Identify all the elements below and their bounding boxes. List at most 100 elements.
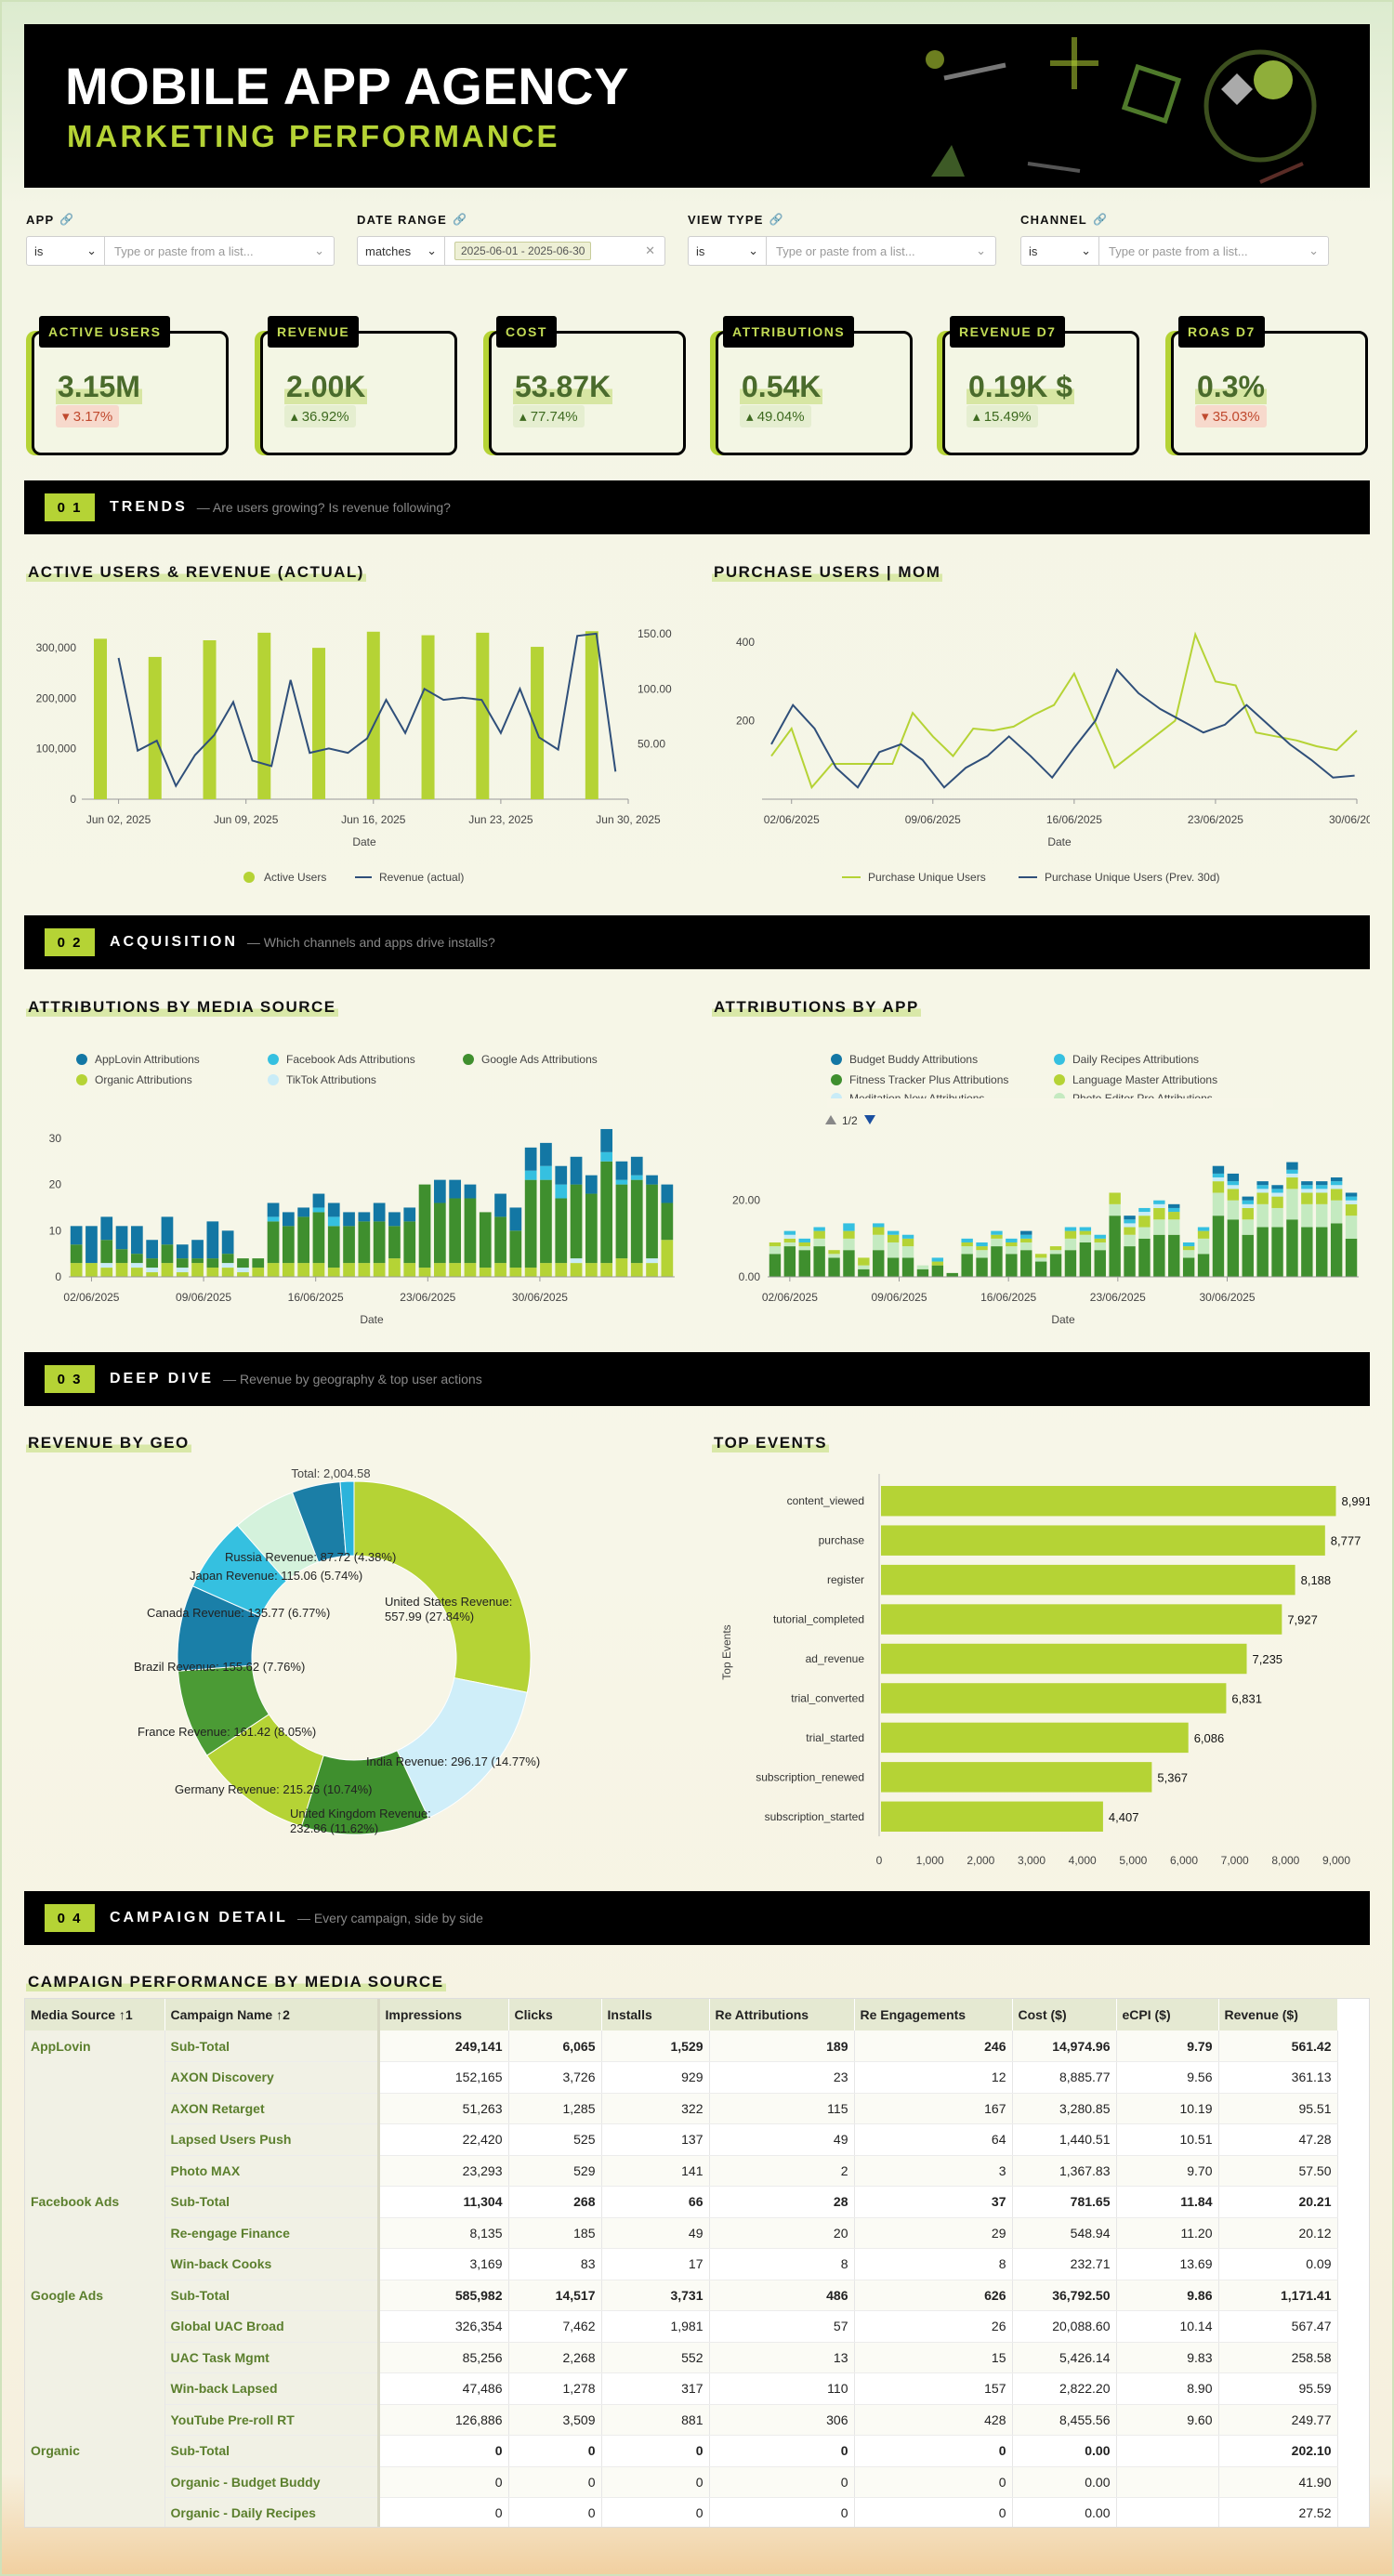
metric-cell: 9.70 [1116,2155,1219,2187]
bar-segment [282,1263,295,1277]
bar-segment [1064,1230,1077,1239]
kpi-revenue-d7: REVENUE D7 0.19K $ ▴ 15.49% [937,316,1139,455]
x-tick-label: 16/06/2025 [980,1291,1036,1304]
bar-segment [1286,1162,1298,1170]
chevron-down-icon: ⌄ [1081,243,1091,257]
metric-cell [1116,2497,1219,2527]
column-header[interactable]: Re Attributions [709,1999,855,2031]
section-campaign-detail: 0 4 CAMPAIGN DETAIL — Every campaign, side… [24,1891,1370,1945]
campaign-name-cell: Lapsed Users Push [164,2123,380,2156]
filter-value-input[interactable]: 2025-06-01 - 2025-06-30 ✕ [445,237,664,265]
bar-segment [1124,1219,1136,1224]
kpi-delta-value: 15.49% [983,409,1032,425]
legend-label: Budget Buddy Attributions [849,1053,978,1066]
bar-segment [312,1207,325,1213]
metric-cell: 249,141 [378,2031,509,2062]
bar-segment [100,1263,113,1268]
chart-title-events: TOP EVENTS [712,1434,830,1452]
metric-cell: 115 [709,2093,855,2124]
metric-cell: 41.90 [1218,2466,1338,2498]
legend-label: Google Ads Attributions [481,1053,598,1066]
column-header[interactable]: Cost ($) [1012,1999,1117,2031]
x-tick-label: 3,000 [1018,1854,1046,1867]
bar-value-label: 8,188 [1301,1573,1332,1587]
bar-segment [312,1212,325,1264]
filter-value-input[interactable]: Type or paste from a list... ⌄ [1099,237,1328,265]
category-label: content_viewed [787,1494,864,1507]
link-icon: 🔗 [1092,213,1109,226]
filter-operator-select[interactable]: matches ⌄ [358,237,445,265]
x-tick-label: 09/06/2025 [176,1291,231,1304]
y-tick-label: 100,000 [36,743,77,756]
column-header[interactable]: Clicks [508,1999,602,2031]
bar-segment [373,1263,386,1277]
campaign-name-cell: Photo MAX [164,2155,380,2187]
legend-label: Revenue (actual) [379,871,464,884]
bar-segment [555,1184,568,1199]
bar-event [881,1604,1282,1635]
campaign-name-cell: AXON Discovery [164,2061,380,2094]
kpi-delta: ▴ 77.74% [513,405,585,427]
column-header[interactable]: eCPI ($) [1116,1999,1219,2031]
column-header[interactable]: Campaign Name ↑2 [164,1999,380,2031]
bar-segment [206,1268,219,1277]
kpi-label: ACTIVE USERS [39,316,171,348]
bar-segment [115,1226,128,1250]
bar-segment [1242,1196,1254,1201]
bar-segment [798,1242,810,1247]
legend-label: Facebook Ads Attributions [286,1053,415,1066]
bar-segment [540,1165,552,1180]
bar-segment [1330,1200,1343,1224]
section-number: 0 3 [45,1365,95,1393]
bar-segment [570,1184,583,1259]
kpi-revenue: REVENUE 2.00K ▴ 36.92% [255,316,457,455]
chart-title-active-revenue: ACTIVE USERS & REVENUE (ACTUAL) [26,563,366,582]
close-icon[interactable]: ✕ [645,243,655,257]
bar-segment [813,1230,825,1239]
x-tick-label: 30/06/2025 [1329,813,1370,826]
kpi-delta-value: 36.92% [301,409,349,425]
metric-cell: 0 [709,2435,855,2467]
metric-cell: 3,726 [508,2061,602,2094]
filter-operator-select[interactable]: is ⌄ [689,237,767,265]
column-header[interactable]: Media Source ↑1 [25,1999,165,2031]
dashboard-header: MOBILE APP AGENCY MARKETING PERFORMANCE [24,24,1370,188]
kpi-label: ROAS D7 [1178,316,1265,348]
metric-cell: 0.09 [1218,2248,1338,2280]
bar-segment [991,1246,1003,1277]
column-header[interactable]: Installs [601,1999,710,2031]
metric-cell: 11.20 [1116,2217,1219,2249]
input-placeholder: Type or paste from a list... [114,243,254,258]
kpi-delta-value: 35.03% [1212,409,1260,425]
column-header[interactable]: Re Engagements [854,1999,1013,2031]
deco-triangle-icon [931,145,965,177]
bar-segment [312,1263,325,1277]
x-tick-label: 09/06/2025 [871,1291,927,1304]
metric-cell: 23,293 [378,2155,509,2187]
metric-cell: 0 [508,2497,602,2527]
bar-segment [1138,1216,1151,1228]
filter-operator-select[interactable]: is ⌄ [27,237,105,265]
metric-cell: 0.00 [1012,2466,1117,2498]
metric-cell: 8,135 [378,2217,509,2249]
deco-circle-icon [926,50,944,69]
bar-segment [297,1216,310,1264]
bar-segment [783,1242,796,1247]
bar-segment [161,1263,174,1277]
bar-segment [327,1216,340,1227]
filter-operator-select[interactable]: is ⌄ [1021,237,1099,265]
metric-cell: 1,440.51 [1012,2123,1117,2156]
column-header[interactable]: Revenue ($) [1218,1999,1338,2031]
bar-value-label: 8,991 [1342,1494,1370,1508]
date-range-chip[interactable]: 2025-06-01 - 2025-06-30 [454,242,592,260]
bar-segment [1256,1227,1269,1277]
filter-value-input[interactable]: Type or paste from a list... ⌄ [767,237,995,265]
category-label: ad_revenue [806,1652,865,1665]
filter-value-input[interactable]: Type or paste from a list... ⌄ [105,237,334,265]
column-header[interactable]: Impressions [378,1999,509,2031]
media-source-cell [25,2466,165,2498]
x-tick-label: 02/06/2025 [764,813,820,826]
pie-slice-label: Brazil Revenue: 155.62 (7.76%) [134,1660,305,1674]
media-source-cell: AppLovin [25,2031,165,2062]
bar-segment [252,1268,265,1277]
